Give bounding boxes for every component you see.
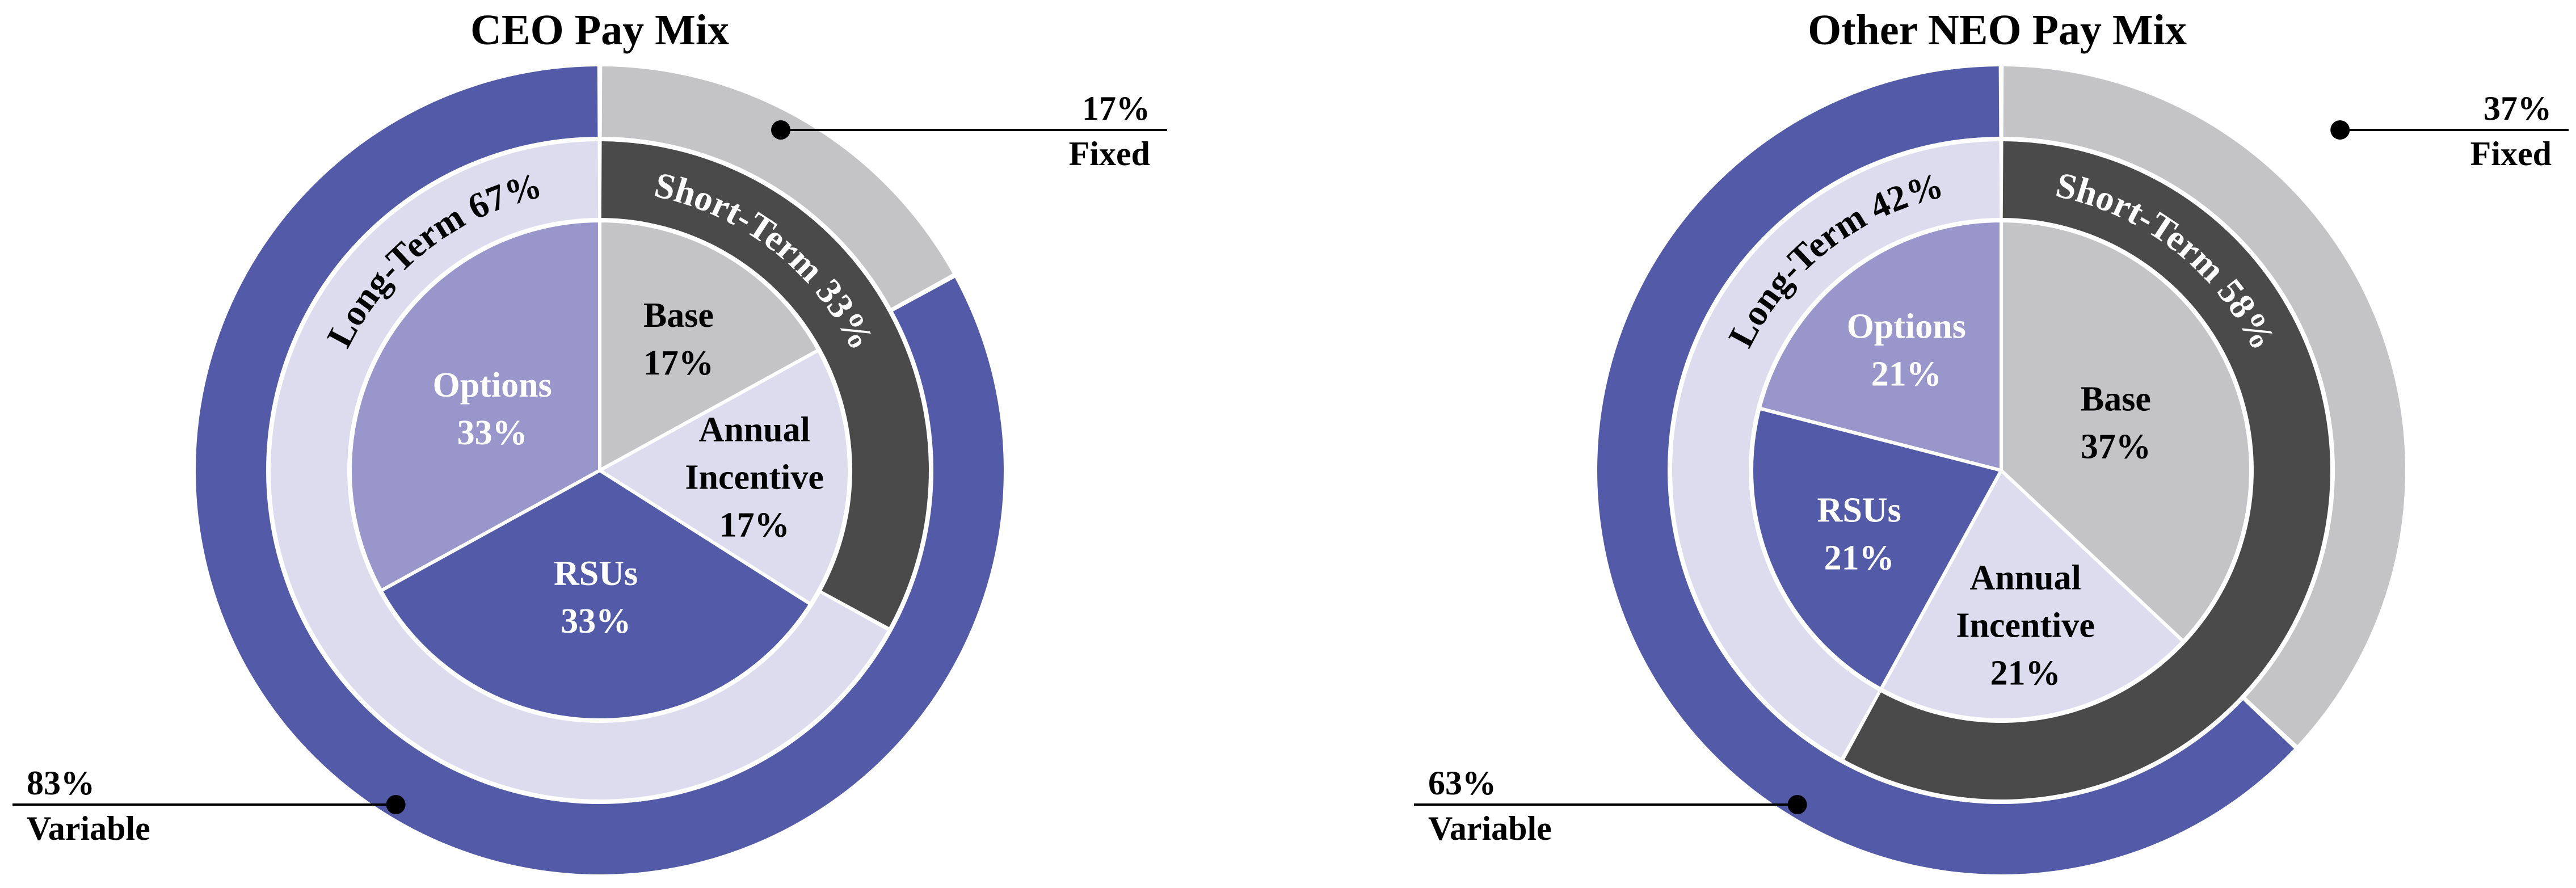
callout-variable: 83% Variable — [12, 764, 406, 847]
inner-category-label: Annual — [698, 411, 810, 449]
callout-label: Fixed — [2470, 135, 2552, 172]
inner-label-annual-incentive: Annual Incentive 17% — [685, 411, 824, 545]
inner-slice-annual-incentive — [598, 348, 851, 606]
inner-value-label: 33% — [561, 602, 631, 641]
inner-value-label: 21% — [1824, 538, 1895, 577]
inner-category-label: RSUs — [1817, 491, 1901, 529]
callout-dot — [2330, 120, 2350, 140]
inner-slice-options — [348, 219, 601, 592]
callout-fixed: 17% Fixed — [771, 90, 1167, 172]
inner-slice-options — [1757, 219, 2003, 472]
callout-variable: 63% Variable — [1414, 764, 1807, 847]
chart-title: Other NEO Pay Mix — [1808, 6, 2187, 54]
outer-ring-slice-variable — [1597, 66, 2295, 874]
callout-dot — [1787, 795, 1807, 814]
inner-value-label: 17% — [643, 344, 714, 382]
inner-category-label: Base — [2081, 380, 2151, 419]
callout-dot — [386, 795, 406, 814]
callout-label: Variable — [1428, 810, 1552, 847]
inner-slice-annual-incentive — [1879, 469, 2185, 722]
callout-dot — [771, 120, 791, 140]
inner-value-label: 21% — [1990, 654, 2061, 692]
inner-category-label: Options — [433, 366, 552, 405]
inner-label-options: Options 21% — [1847, 307, 1966, 393]
inner-category-label: RSUs — [554, 554, 638, 593]
inner-value-label: 17% — [719, 506, 790, 545]
callout-label: Variable — [27, 810, 150, 847]
callout-fixed: 37% Fixed — [2330, 90, 2569, 172]
middle-ring-slice-long-term — [1672, 141, 2000, 758]
inner-label-rsus: RSUs 33% — [554, 554, 638, 641]
inner-label-base: Base 17% — [643, 296, 714, 382]
chart-title: CEO Pay Mix — [470, 6, 729, 54]
callout-value: 83% — [27, 764, 95, 802]
outer-ring-slice-fixed — [2003, 66, 2405, 746]
chart-other-neo-pay-mix: Other NEO Pay Mix Base 37% Annual Incentive 2… — [1414, 6, 2569, 877]
chart-ceo-pay-mix: CEO Pay Mix Base 17% Annual Incentive 17% RSUs… — [12, 6, 1167, 877]
inner-label-base: Base 37% — [2081, 380, 2151, 466]
inner-category-label: Base — [643, 296, 714, 335]
inner-slice-rsus — [1750, 406, 2003, 691]
inner-value-label: 33% — [457, 414, 528, 452]
outer-ring-slice-fixed — [601, 66, 953, 308]
inner-label-annual-incentive: Annual Incentive 21% — [1956, 558, 2095, 692]
inner-value-label: 37% — [2081, 428, 2151, 466]
callout-value: 37% — [2484, 90, 2552, 127]
middle-ring-slice-short-term — [601, 141, 929, 628]
inner-category-label: Incentive — [685, 458, 824, 497]
callout-label: Fixed — [1069, 135, 1150, 172]
inner-category-label: Annual — [1969, 558, 2081, 597]
inner-slice-base — [598, 219, 820, 472]
middle-ring-slice-short-term — [1844, 141, 2330, 799]
inner-slice-base — [2000, 219, 2253, 643]
inner-category-label: Options — [1847, 307, 1966, 346]
callout-value: 17% — [1082, 90, 1150, 127]
inner-label-rsus: RSUs 21% — [1817, 491, 1901, 577]
inner-value-label: 21% — [1871, 355, 1942, 393]
callout-value: 63% — [1428, 764, 1496, 802]
inner-label-options: Options 33% — [433, 366, 552, 452]
inner-category-label: Incentive — [1956, 606, 2095, 645]
